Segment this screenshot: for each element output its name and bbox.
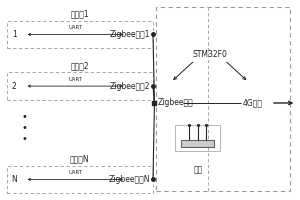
Text: STM32F0: STM32F0 <box>192 50 227 59</box>
Text: Zigbee模组1: Zigbee模组1 <box>110 30 150 39</box>
Text: •: • <box>22 112 28 122</box>
Text: 网关: 网关 <box>193 166 203 175</box>
Text: UART: UART <box>68 77 82 82</box>
Bar <box>176 125 220 151</box>
Text: 充电桩N: 充电桩N <box>70 155 90 164</box>
Text: 充电桩1: 充电桩1 <box>70 10 89 19</box>
Text: •: • <box>22 123 28 133</box>
Bar <box>7 72 153 100</box>
Bar <box>7 21 153 48</box>
Text: N: N <box>11 175 17 184</box>
Text: Zigbee模组: Zigbee模组 <box>158 98 194 107</box>
Text: UART: UART <box>68 25 82 30</box>
Text: •: • <box>22 134 28 144</box>
Bar <box>7 166 153 193</box>
Text: 2: 2 <box>12 82 16 91</box>
Text: 充电桩2: 充电桩2 <box>70 61 89 70</box>
Text: 4G模组: 4G模组 <box>243 98 263 107</box>
Text: 1: 1 <box>12 30 16 39</box>
Text: UART: UART <box>68 170 82 175</box>
Text: Zigbee模组2: Zigbee模组2 <box>110 82 150 91</box>
Bar <box>156 7 290 191</box>
Bar <box>182 140 214 147</box>
Text: Zigbee模组N: Zigbee模组N <box>109 175 150 184</box>
